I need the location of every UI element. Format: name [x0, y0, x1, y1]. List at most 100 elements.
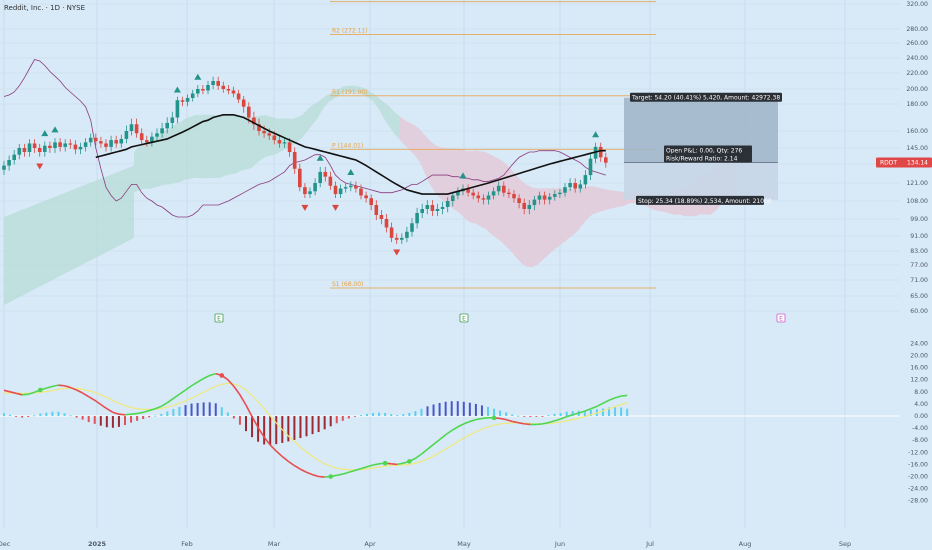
macd-line-segment	[118, 413, 126, 416]
candle-body	[145, 140, 149, 143]
macd-line-segment	[433, 438, 441, 446]
candle-body	[303, 187, 307, 195]
histogram-bar	[154, 415, 157, 417]
macd-line-segment	[239, 394, 247, 406]
histogram-bar	[142, 416, 145, 420]
macd-cross-dot	[407, 459, 412, 464]
macd-line-segment	[112, 411, 120, 415]
macd-line-segment	[178, 389, 186, 395]
candle-body	[445, 201, 450, 207]
macd-line-segment	[306, 471, 313, 476]
oscillator-tick-label: -12.00	[908, 449, 928, 456]
candle-body	[379, 215, 384, 219]
earnings-label: E	[462, 316, 466, 323]
candle-body	[318, 171, 322, 183]
macd-cross-dot	[38, 387, 43, 393]
histogram-bar	[45, 412, 48, 416]
time-tick-label: Aug	[739, 540, 752, 548]
signal-up-marker	[51, 126, 59, 133]
macd-line-segment	[348, 469, 356, 474]
macd-line-segment	[391, 462, 398, 466]
candle-body	[430, 205, 435, 211]
macd-line-segment	[621, 394, 628, 397]
candle-body	[94, 137, 98, 142]
histogram-bar	[275, 416, 278, 445]
candle-body	[354, 185, 358, 189]
macd-line-segment	[124, 413, 132, 416]
histogram-bar	[196, 402, 199, 416]
histogram-bar	[517, 415, 520, 417]
position-tool[interactable]: Target: 54.20 (40.41%) 5,420, Amount: 42…	[624, 92, 782, 205]
candle-body	[160, 128, 164, 134]
candle-body	[308, 191, 312, 195]
histogram-bar	[341, 416, 344, 421]
histogram-bar	[245, 416, 247, 432]
histogram-bar	[184, 405, 187, 416]
macd-line-segment	[100, 403, 108, 410]
histogram-bar	[474, 403, 477, 416]
candle-body	[241, 99, 246, 107]
candle-body	[170, 117, 175, 123]
candle-body	[196, 89, 200, 94]
candle-body	[563, 187, 567, 193]
candle-body	[435, 209, 440, 211]
candle-body	[491, 191, 496, 196]
candle-body	[323, 171, 328, 177]
macd-line-segment	[172, 393, 180, 400]
candle-body	[456, 191, 460, 196]
candle-body	[547, 196, 552, 200]
signal-down-marker	[332, 204, 339, 211]
histogram-bar	[614, 407, 617, 416]
candle-body	[221, 85, 226, 89]
chart-header-title: Reddit, Inc. · 1D · NYSE	[4, 4, 85, 12]
signal-up-marker	[316, 154, 324, 161]
position-rr-label: Risk/Reward Ratio: 2.14	[666, 155, 738, 162]
macd-cross-dot	[219, 373, 225, 378]
signal-down-marker	[393, 249, 401, 256]
time-tick-label: Jul	[645, 540, 654, 548]
macd-line-segment	[524, 423, 531, 426]
histogram-bar	[529, 416, 532, 417]
histogram-bar	[378, 412, 381, 416]
histogram-bar	[547, 415, 550, 416]
candle-body	[598, 146, 603, 158]
price-tick-label: 220.00	[906, 70, 928, 77]
histogram-bar	[99, 416, 102, 426]
candle-body	[83, 142, 88, 147]
time-tick-label: Dec	[0, 540, 11, 548]
histogram-bar	[366, 413, 368, 416]
candle-body	[247, 106, 251, 118]
histogram-bar	[81, 416, 84, 420]
histogram-bar	[111, 416, 114, 428]
candle-body	[496, 185, 501, 192]
histogram-bar	[420, 408, 423, 416]
candle-body	[298, 168, 302, 188]
histogram-bar	[456, 401, 459, 416]
histogram-bar	[626, 408, 629, 416]
candle-body	[287, 142, 292, 152]
time-tick-label: Mar	[268, 540, 281, 548]
histogram-bar	[287, 416, 290, 442]
histogram-bar	[232, 416, 235, 419]
oscillator-axis[interactable]: 24.00 20.00 16.00 12.00 8.00 4.00 0.00 -4.00 -8.…	[908, 340, 928, 504]
histogram-bar	[51, 411, 54, 416]
candle-body	[124, 131, 129, 139]
candle-body	[226, 89, 231, 91]
candle-body	[104, 143, 108, 147]
candle-body	[502, 185, 506, 193]
macd-line-segment	[191, 381, 199, 387]
time-axis[interactable]: Dec 2025 Feb Mar Apr May Jun Jul Aug Sep	[0, 540, 851, 548]
oscillator-pane	[3, 372, 629, 479]
candle-body	[364, 195, 368, 199]
macd-line-segment	[596, 402, 604, 408]
histogram-bar	[523, 416, 526, 417]
earnings-label: E	[217, 316, 221, 323]
histogram-bar	[311, 416, 314, 435]
histogram-bar	[438, 402, 441, 416]
histogram-bar	[148, 416, 151, 418]
candle-body	[211, 81, 215, 85]
histogram-bar	[571, 411, 574, 416]
histogram-bar	[511, 414, 514, 416]
candle-body	[573, 183, 577, 189]
